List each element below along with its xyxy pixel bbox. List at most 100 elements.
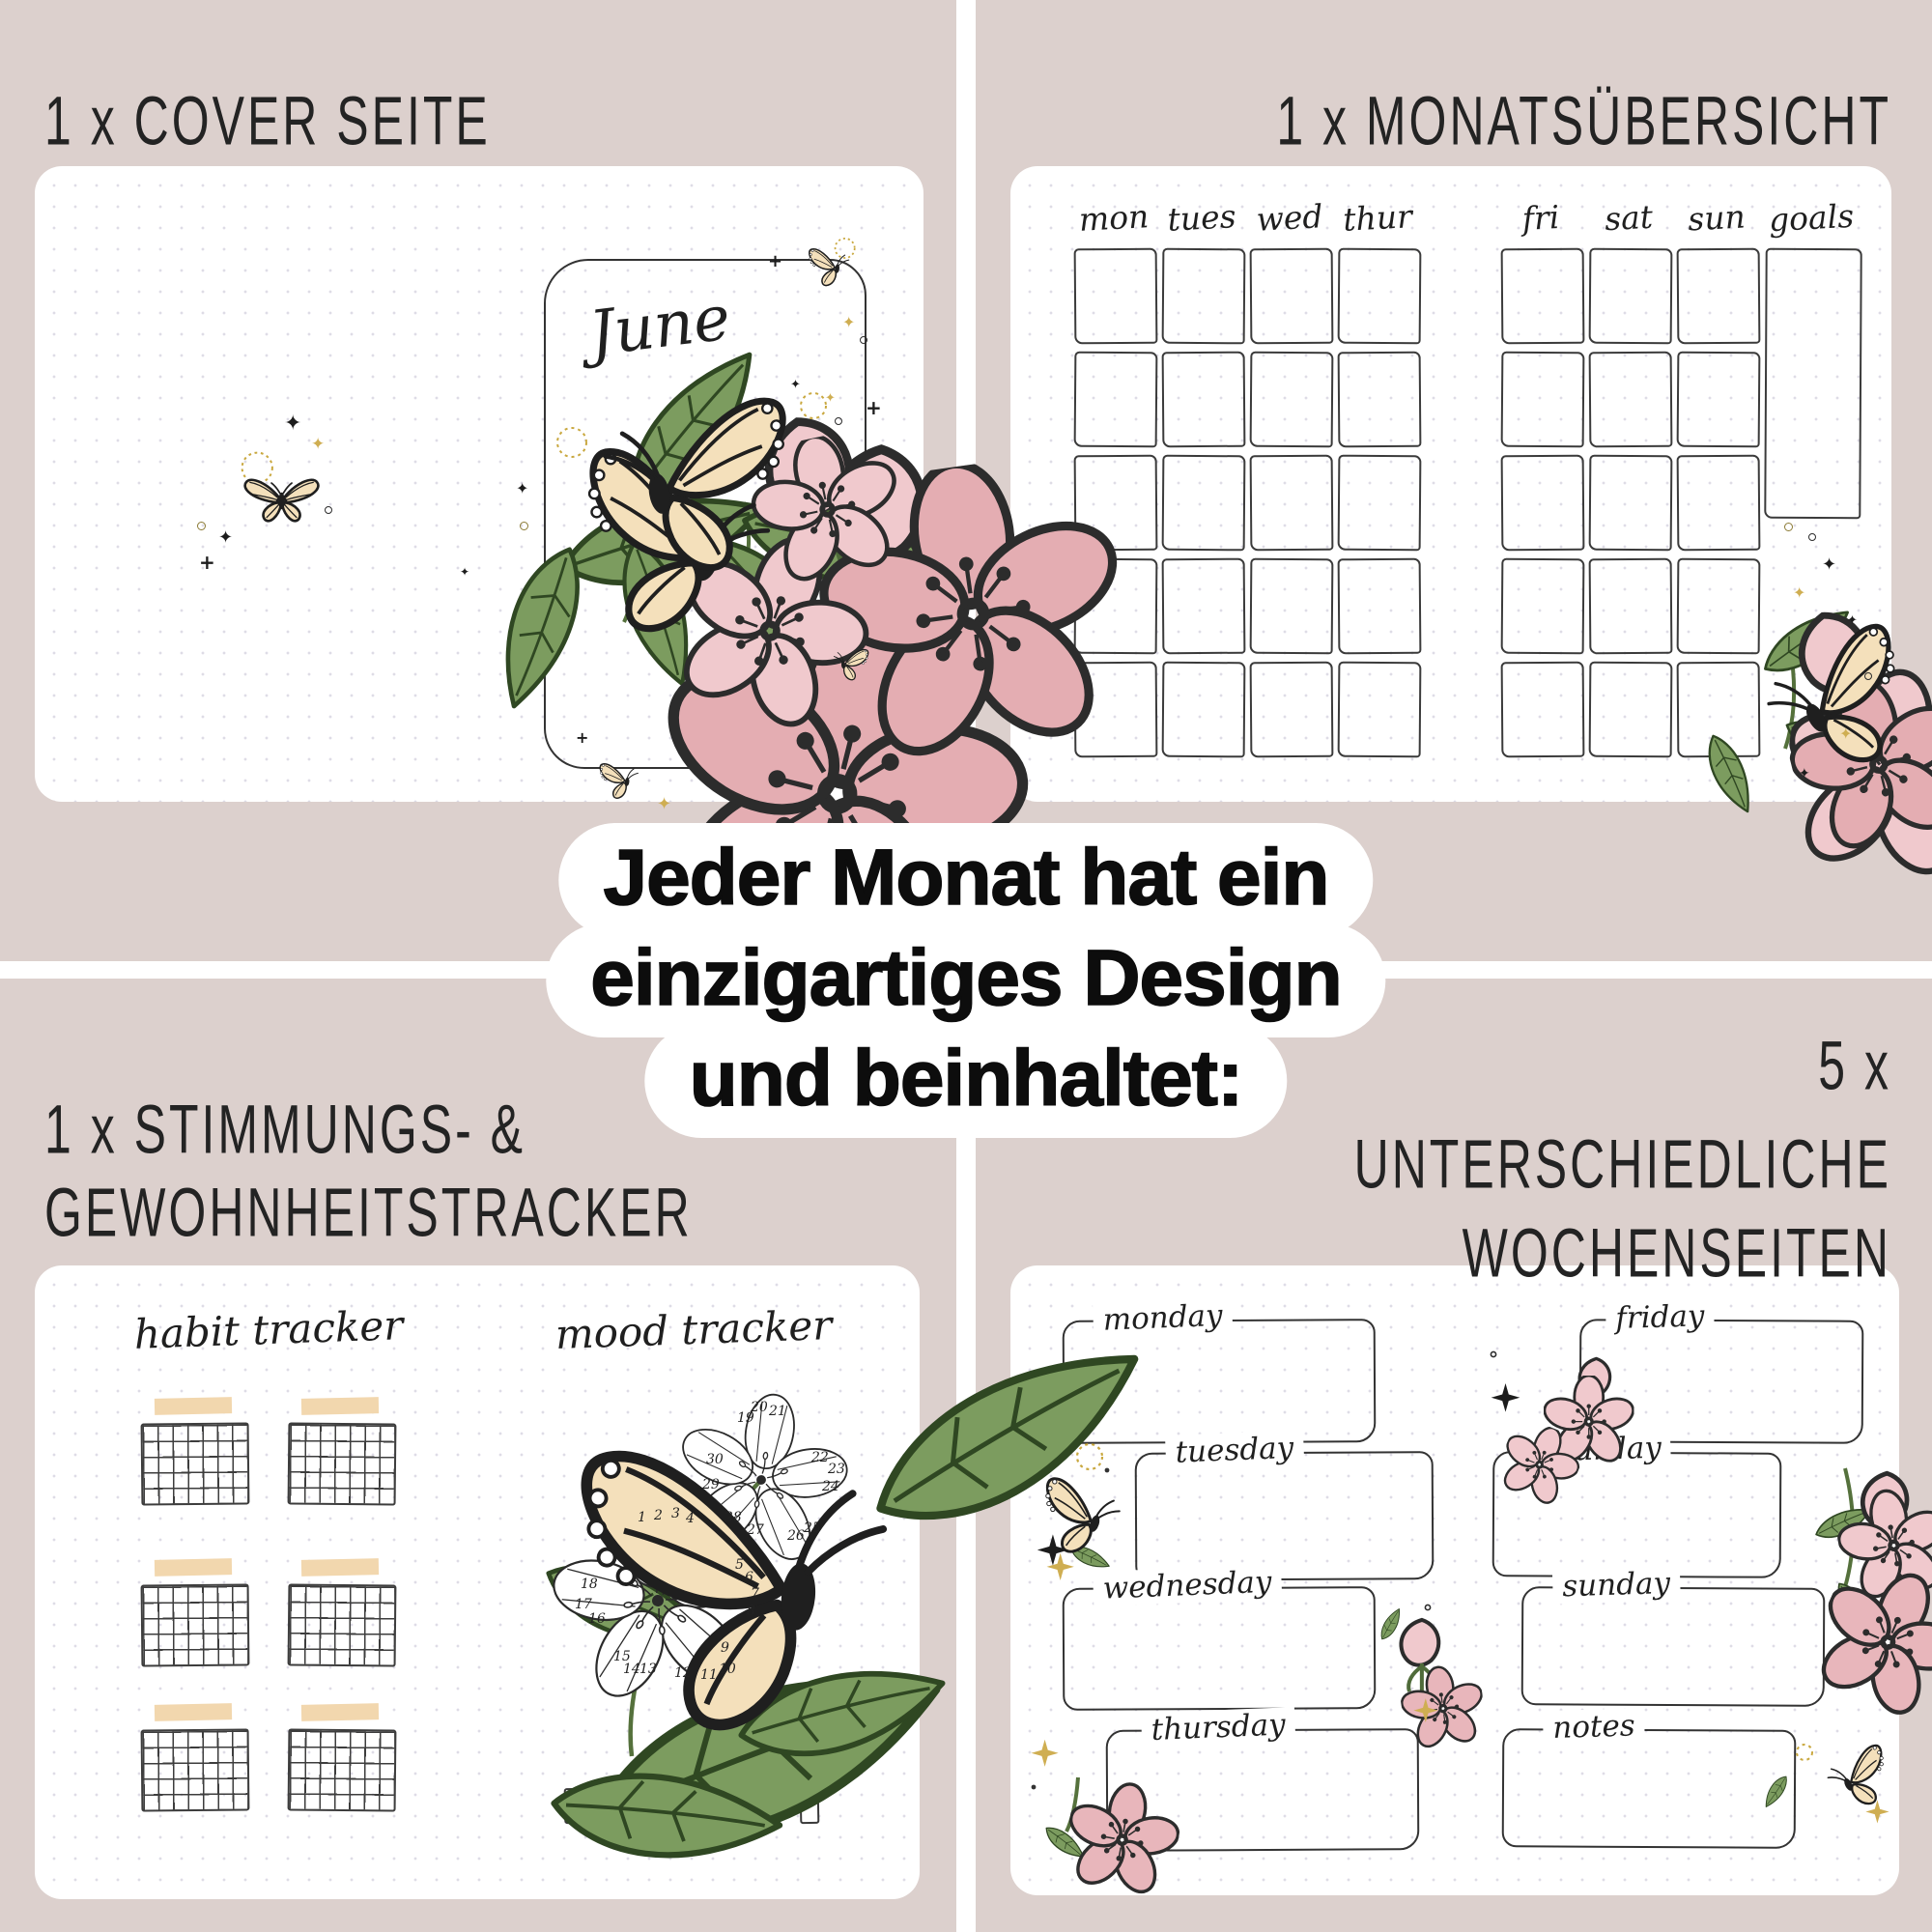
sparkle-icon: ✦ xyxy=(218,527,234,548)
wednesday-flower xyxy=(1356,1604,1445,1712)
habit-grid xyxy=(287,1583,397,1667)
saturday-flowers xyxy=(1776,1467,1903,1594)
mood-number: 28 xyxy=(724,1510,742,1525)
sparkle-icon: + xyxy=(768,251,783,271)
sparkle-icon: + xyxy=(576,728,589,747)
sparkle-icon: ✦ xyxy=(1839,724,1853,743)
mood-number: 8 xyxy=(747,1604,755,1619)
habit-grid xyxy=(140,1422,250,1506)
cover-left-butterfly xyxy=(241,451,328,537)
habit-grid xyxy=(140,1583,250,1667)
promo-line-3: und beinhaltet: xyxy=(644,1024,1288,1138)
habit-grid xyxy=(287,1422,397,1506)
cover-flower-cluster xyxy=(522,379,879,630)
mood-number: 5 xyxy=(735,1557,744,1573)
tuesday-butterfly xyxy=(1036,1442,1144,1565)
dot-icon xyxy=(197,522,206,530)
tracker-heading-line2: GEWOHNHEITSTRACKER xyxy=(44,1174,693,1252)
sparkle-icon: ✦ xyxy=(842,313,856,331)
sparkle-icon: ✦ xyxy=(1793,583,1806,602)
sparkle-icon: ✦ xyxy=(657,794,672,814)
sparkle-icon: + xyxy=(866,396,882,419)
mood-number: 18 xyxy=(581,1577,598,1592)
mood-number: 10 xyxy=(719,1662,736,1677)
mood-number: 20 xyxy=(750,1400,768,1415)
monthly-day-label: sat xyxy=(1604,197,1654,239)
washi-tape xyxy=(300,1558,380,1577)
dot-icon xyxy=(1784,523,1793,531)
weekly-heading-line2: UNTERSCHIEDLICHE xyxy=(1353,1125,1891,1204)
washi-tape xyxy=(300,1703,380,1721)
weekly-day-box: wednesday xyxy=(1062,1564,1377,1711)
thursday-flower xyxy=(1028,1727,1128,1835)
habit-grid xyxy=(140,1728,250,1812)
day-box xyxy=(1588,661,1673,758)
weekly-day-box: notes xyxy=(1501,1708,1797,1849)
mood-number: 21 xyxy=(768,1404,786,1419)
butterfly-icon xyxy=(245,480,319,521)
monthly-heading: 1 x MONATSÜBERSICHT xyxy=(1276,82,1891,160)
dot-icon xyxy=(1104,1467,1110,1473)
day-box xyxy=(1249,454,1334,552)
day-box xyxy=(1588,557,1673,655)
mood-number: 7 xyxy=(751,1586,759,1602)
monthly-goals-label: goals xyxy=(1767,196,1856,240)
frame-corner-butterfly xyxy=(798,238,856,305)
day-box xyxy=(1161,247,1246,345)
sparkle-icon: ✦ xyxy=(284,412,302,436)
mood-number: 12 xyxy=(674,1665,692,1681)
day-box xyxy=(1500,661,1585,758)
dot-icon xyxy=(325,506,332,514)
butterfly-icon xyxy=(599,757,642,801)
weekly-day-label: notes xyxy=(1542,1708,1646,1747)
dotted-circle-icon xyxy=(800,392,827,419)
weekly-day-label: sunday xyxy=(1551,1565,1681,1605)
promo-bubble: Jeder Monat hat ein einzigartiges Design… xyxy=(546,823,1386,1138)
dot-icon xyxy=(835,417,842,425)
day-box xyxy=(1249,247,1334,345)
sparkle-icon: ✦ xyxy=(1847,613,1858,628)
sparkle-icon: ✦ xyxy=(311,435,326,454)
monthly-day-label: wed xyxy=(1255,197,1324,239)
dotted-circle-icon xyxy=(1796,1744,1813,1761)
day-box xyxy=(1337,557,1422,655)
butterfly-icon xyxy=(808,243,852,288)
day-box xyxy=(1588,351,1673,448)
day-box xyxy=(1249,557,1334,655)
monthly-page xyxy=(1010,166,1891,802)
butterfly-icon xyxy=(830,642,870,683)
washi-tape xyxy=(300,1397,380,1415)
habit-tracker-title: habit tracker xyxy=(132,1301,405,1358)
dotted-circle-icon xyxy=(556,427,587,458)
butterfly-icon xyxy=(1046,1479,1120,1551)
day-box xyxy=(1500,351,1585,448)
weekly-day-label: monday xyxy=(1092,1297,1234,1339)
day-box xyxy=(1249,661,1334,758)
dot-icon xyxy=(1490,1350,1497,1358)
dot-icon xyxy=(1864,672,1872,680)
mood-number: 24 xyxy=(821,1479,839,1494)
tracker-heading-line1: 1 x STIMMUNGS- & xyxy=(44,1091,526,1169)
sparkle-icon: ✦ xyxy=(516,479,529,497)
weekly-day-label: wednesday xyxy=(1093,1564,1283,1607)
day-box xyxy=(1161,351,1246,448)
day-box xyxy=(1676,351,1761,448)
dot-icon xyxy=(1424,1604,1432,1611)
promo-line-1: Jeder Monat hat ein xyxy=(558,823,1374,937)
sparkle-icon: ✦ xyxy=(825,391,836,406)
day-box xyxy=(1161,661,1246,758)
day-box xyxy=(1500,247,1585,345)
monthly-day-label: sun xyxy=(1687,197,1747,239)
mood-number: 23 xyxy=(827,1462,845,1477)
mood-number: 17 xyxy=(575,1597,592,1612)
day-box xyxy=(1337,661,1422,758)
mood-number: 30 xyxy=(706,1452,724,1467)
day-box xyxy=(1337,351,1422,448)
mood-number: 29 xyxy=(701,1477,720,1492)
habit-grid xyxy=(287,1728,397,1812)
mood-number: 27 xyxy=(746,1522,764,1538)
sparkle-icon: ✦ xyxy=(790,378,801,392)
